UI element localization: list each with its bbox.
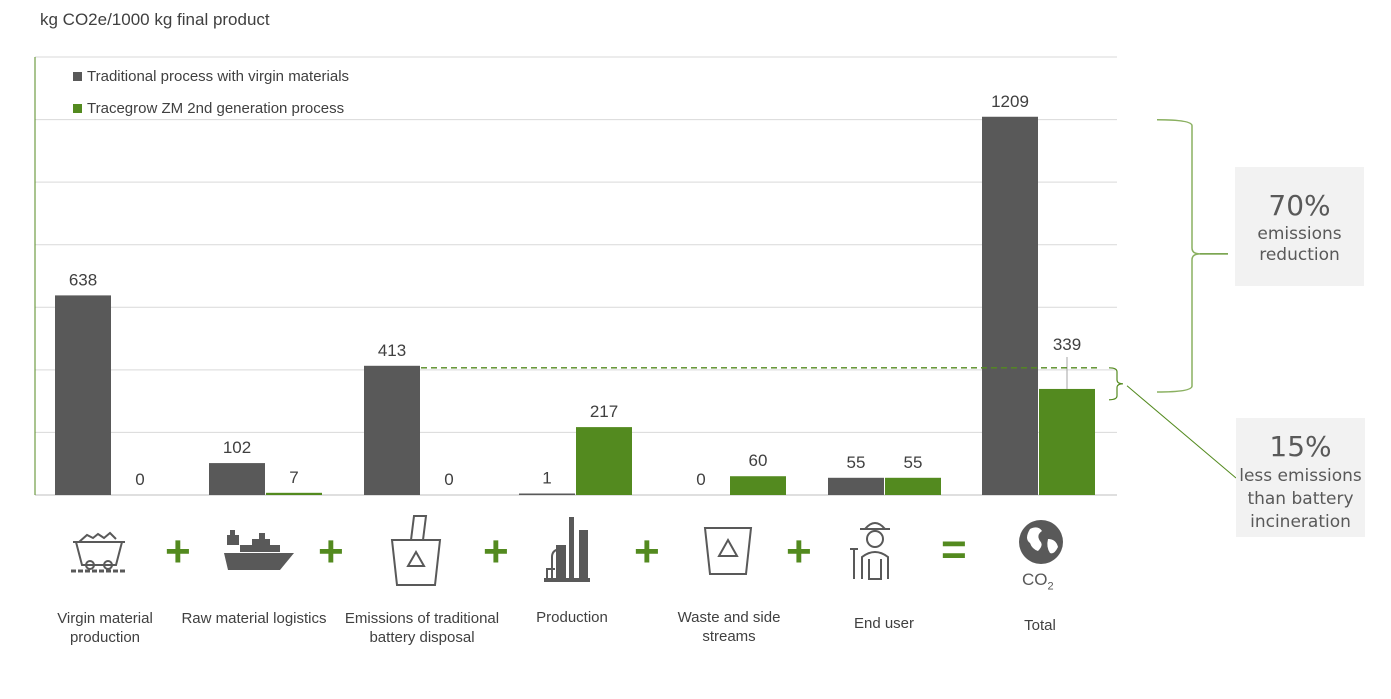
category-label: Virgin material production — [57, 610, 153, 646]
reduction-value: 70% — [1268, 189, 1331, 222]
legend-label: Traditional process with virgin material… — [87, 68, 349, 85]
recycle-bin-icon — [703, 527, 753, 575]
data-label: 55 — [904, 453, 923, 472]
plus-operator: + — [483, 527, 509, 576]
bar — [266, 492, 322, 495]
data-label: 0 — [444, 470, 453, 489]
bar — [730, 476, 786, 495]
reduction-bracket — [1156, 119, 1201, 393]
data-label: 60 — [749, 451, 768, 470]
co2-label: CO2 — [1022, 570, 1054, 592]
globe-co2-icon — [1019, 520, 1063, 564]
category-label: Raw material logistics — [181, 610, 327, 627]
equals-operator: = — [941, 525, 967, 574]
y-axis-label: kg CO2e/1000 kg final product — [40, 10, 270, 29]
data-label: 102 — [223, 438, 251, 457]
data-label: 217 — [590, 402, 618, 421]
data-label: 0 — [135, 470, 144, 489]
reduction-callout: 70% emissions reduction — [1235, 167, 1364, 286]
category-label: Production — [536, 609, 608, 626]
category-label: Total — [1024, 617, 1056, 634]
battery-recycle-bin-icon — [390, 515, 442, 586]
data-label: 1 — [542, 469, 551, 488]
mine-cart-icon — [71, 531, 127, 573]
data-label: 339 — [1053, 335, 1081, 354]
plus-operator: + — [634, 527, 660, 576]
data-label: 1209 — [991, 92, 1029, 111]
data-label: 0 — [696, 470, 705, 489]
data-label: 638 — [69, 270, 97, 289]
data-label: 55 — [847, 453, 866, 472]
small-bracket — [1108, 367, 1124, 401]
category-label: End user — [853, 615, 915, 632]
legend-swatch — [73, 104, 82, 113]
plus-operator: + — [786, 527, 812, 576]
data-label: 7 — [289, 468, 298, 487]
category-label: Waste and side streams — [677, 609, 781, 645]
plus-operator: + — [165, 527, 191, 576]
plus-operator: + — [318, 527, 344, 576]
incineration-text: less emissions than battery incineration — [1239, 466, 1362, 532]
bar — [519, 493, 575, 495]
bar — [1039, 388, 1095, 495]
bar — [828, 477, 884, 495]
factory-icon — [544, 517, 590, 582]
co2-subscript: 2 — [1047, 580, 1054, 593]
reduction-text: emissions reduction — [1257, 224, 1342, 265]
bar — [885, 477, 941, 495]
incineration-value: 15% — [1269, 430, 1332, 463]
legend-label: Tracegrow ZM 2nd generation process — [87, 100, 344, 117]
category-label: Emissions of traditional battery disposa… — [344, 610, 500, 646]
incineration-callout: 15% less emissions than battery incinera… — [1236, 418, 1365, 537]
legend-swatch — [73, 72, 82, 81]
bar — [576, 427, 632, 495]
data-label: 413 — [378, 341, 406, 360]
bar — [55, 295, 111, 495]
bar — [364, 365, 420, 495]
co2-text: CO — [1022, 570, 1048, 589]
bar — [982, 116, 1038, 496]
cargo-ship-icon — [224, 530, 294, 570]
farmer-icon — [850, 522, 890, 580]
bar — [209, 463, 265, 495]
incineration-leader — [1126, 385, 1237, 479]
